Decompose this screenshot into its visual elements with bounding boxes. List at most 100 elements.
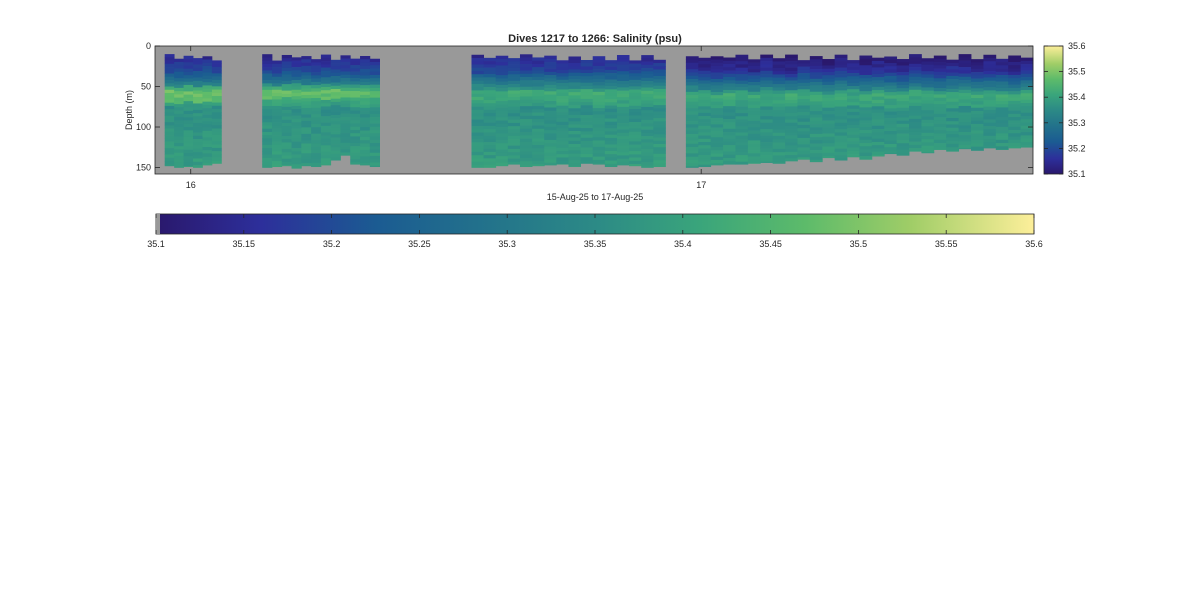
- salinity-cell: [971, 123, 984, 128]
- salinity-cell: [909, 86, 922, 91]
- salinity-cell: [735, 122, 749, 127]
- salinity-cell: [909, 144, 922, 149]
- salinity-cell: [592, 104, 606, 109]
- salinity-cell: [747, 124, 761, 128]
- salinity-cell: [983, 122, 997, 127]
- salinity-cell: [797, 128, 811, 132]
- salinity-cell: [183, 127, 194, 131]
- salinity-cell: [592, 133, 606, 138]
- salinity-cell: [641, 123, 654, 127]
- salinity-cell: [909, 109, 922, 113]
- salinity-cell: [471, 116, 485, 120]
- salinity-cell: [604, 73, 618, 77]
- salinity-cell: [983, 142, 997, 146]
- salinity-cell: [580, 144, 594, 148]
- salinity-cell: [519, 141, 533, 146]
- salinity-cell: [211, 70, 222, 74]
- salinity-cell: [604, 147, 618, 152]
- salinity-cell: [983, 113, 997, 117]
- salinity-cell: [556, 70, 569, 74]
- salinity-cell: [483, 64, 497, 68]
- salinity-cell: [532, 86, 545, 91]
- salinity-cell: [685, 59, 699, 64]
- salinity-cell: [193, 129, 203, 133]
- salinity-cell: [933, 71, 947, 76]
- salinity-cell: [983, 77, 997, 81]
- salinity-cell: [271, 115, 283, 120]
- salinity-cell: [616, 64, 630, 69]
- salinity-cell: [311, 156, 322, 160]
- salinity-cell: [809, 153, 823, 157]
- salinity-cell: [747, 69, 761, 73]
- salinity-cell: [946, 62, 960, 67]
- salinity-cell: [202, 147, 213, 151]
- salinity-cell: [834, 87, 848, 91]
- salinity-cell: [519, 125, 533, 130]
- salinity-cell: [183, 117, 194, 121]
- salinity-cell: [360, 85, 371, 89]
- salinity-cell: [507, 148, 521, 153]
- salinity-cell: [847, 92, 860, 97]
- salinity-cell: [291, 70, 302, 74]
- salinity-cell: [847, 131, 860, 135]
- salinity-cell: [809, 133, 823, 138]
- salinity-cell: [301, 65, 312, 70]
- salinity-cell: [507, 142, 521, 146]
- salinity-cell: [847, 98, 860, 103]
- salinity-cell: [164, 151, 175, 155]
- salinity-cell: [958, 60, 972, 65]
- salinity-cell: [544, 81, 557, 86]
- salinity-cell: [604, 69, 618, 74]
- salinity-cell: [193, 113, 203, 117]
- salinity-cell: [710, 98, 724, 102]
- salinity-cell: [369, 136, 380, 141]
- salinity-cell: [983, 106, 997, 111]
- salinity-cell: [311, 91, 322, 96]
- salinity-cell: [723, 138, 736, 143]
- salinity-cell: [483, 99, 497, 104]
- salinity-cell: [532, 135, 545, 139]
- salinity-cell: [822, 146, 836, 151]
- salinity-cell: [174, 113, 184, 118]
- salinity-cell: [1008, 146, 1022, 149]
- salinity-cell: [629, 131, 642, 136]
- salinity-cell: [847, 147, 860, 152]
- salinity-cell: [735, 83, 749, 88]
- salinity-cell: [330, 124, 341, 129]
- side-colorbar-tick-label: 35.2: [1068, 143, 1086, 153]
- salinity-cell: [983, 109, 997, 114]
- salinity-cell: [933, 62, 947, 66]
- salinity-cell: [262, 76, 273, 81]
- salinity-cell: [211, 157, 222, 162]
- salinity-cell: [568, 134, 581, 138]
- salinity-cell: [884, 82, 898, 86]
- salinity-cell: [592, 72, 606, 76]
- salinity-cell: [653, 95, 666, 99]
- salinity-cell: [723, 67, 736, 71]
- salinity-cell: [909, 60, 922, 65]
- salinity-cell: [471, 61, 485, 65]
- salinity-cell: [772, 119, 786, 124]
- salinity-cell: [211, 63, 222, 68]
- salinity-cell: [350, 91, 361, 95]
- salinity-cell: [507, 84, 521, 88]
- salinity-cell: [568, 88, 581, 93]
- salinity-cell: [834, 125, 848, 130]
- salinity-cell: [1020, 80, 1034, 84]
- salinity-cell: [859, 104, 873, 108]
- salinity-cell: [311, 162, 322, 167]
- bottom-colorbar-tick-label: 35.25: [408, 239, 431, 249]
- salinity-cell: [685, 82, 699, 86]
- salinity-cell: [760, 83, 774, 88]
- salinity-cell: [834, 70, 848, 75]
- salinity-cell: [471, 158, 485, 162]
- salinity-cell: [340, 74, 351, 79]
- salinity-cell: [350, 78, 361, 82]
- salinity-cell: [884, 75, 898, 80]
- salinity-cell: [193, 139, 203, 143]
- salinity-cell: [958, 138, 972, 142]
- salinity-cell: [369, 130, 380, 134]
- salinity-cell: [202, 140, 213, 145]
- salinity-cell: [301, 69, 312, 73]
- salinity-cell: [735, 142, 749, 146]
